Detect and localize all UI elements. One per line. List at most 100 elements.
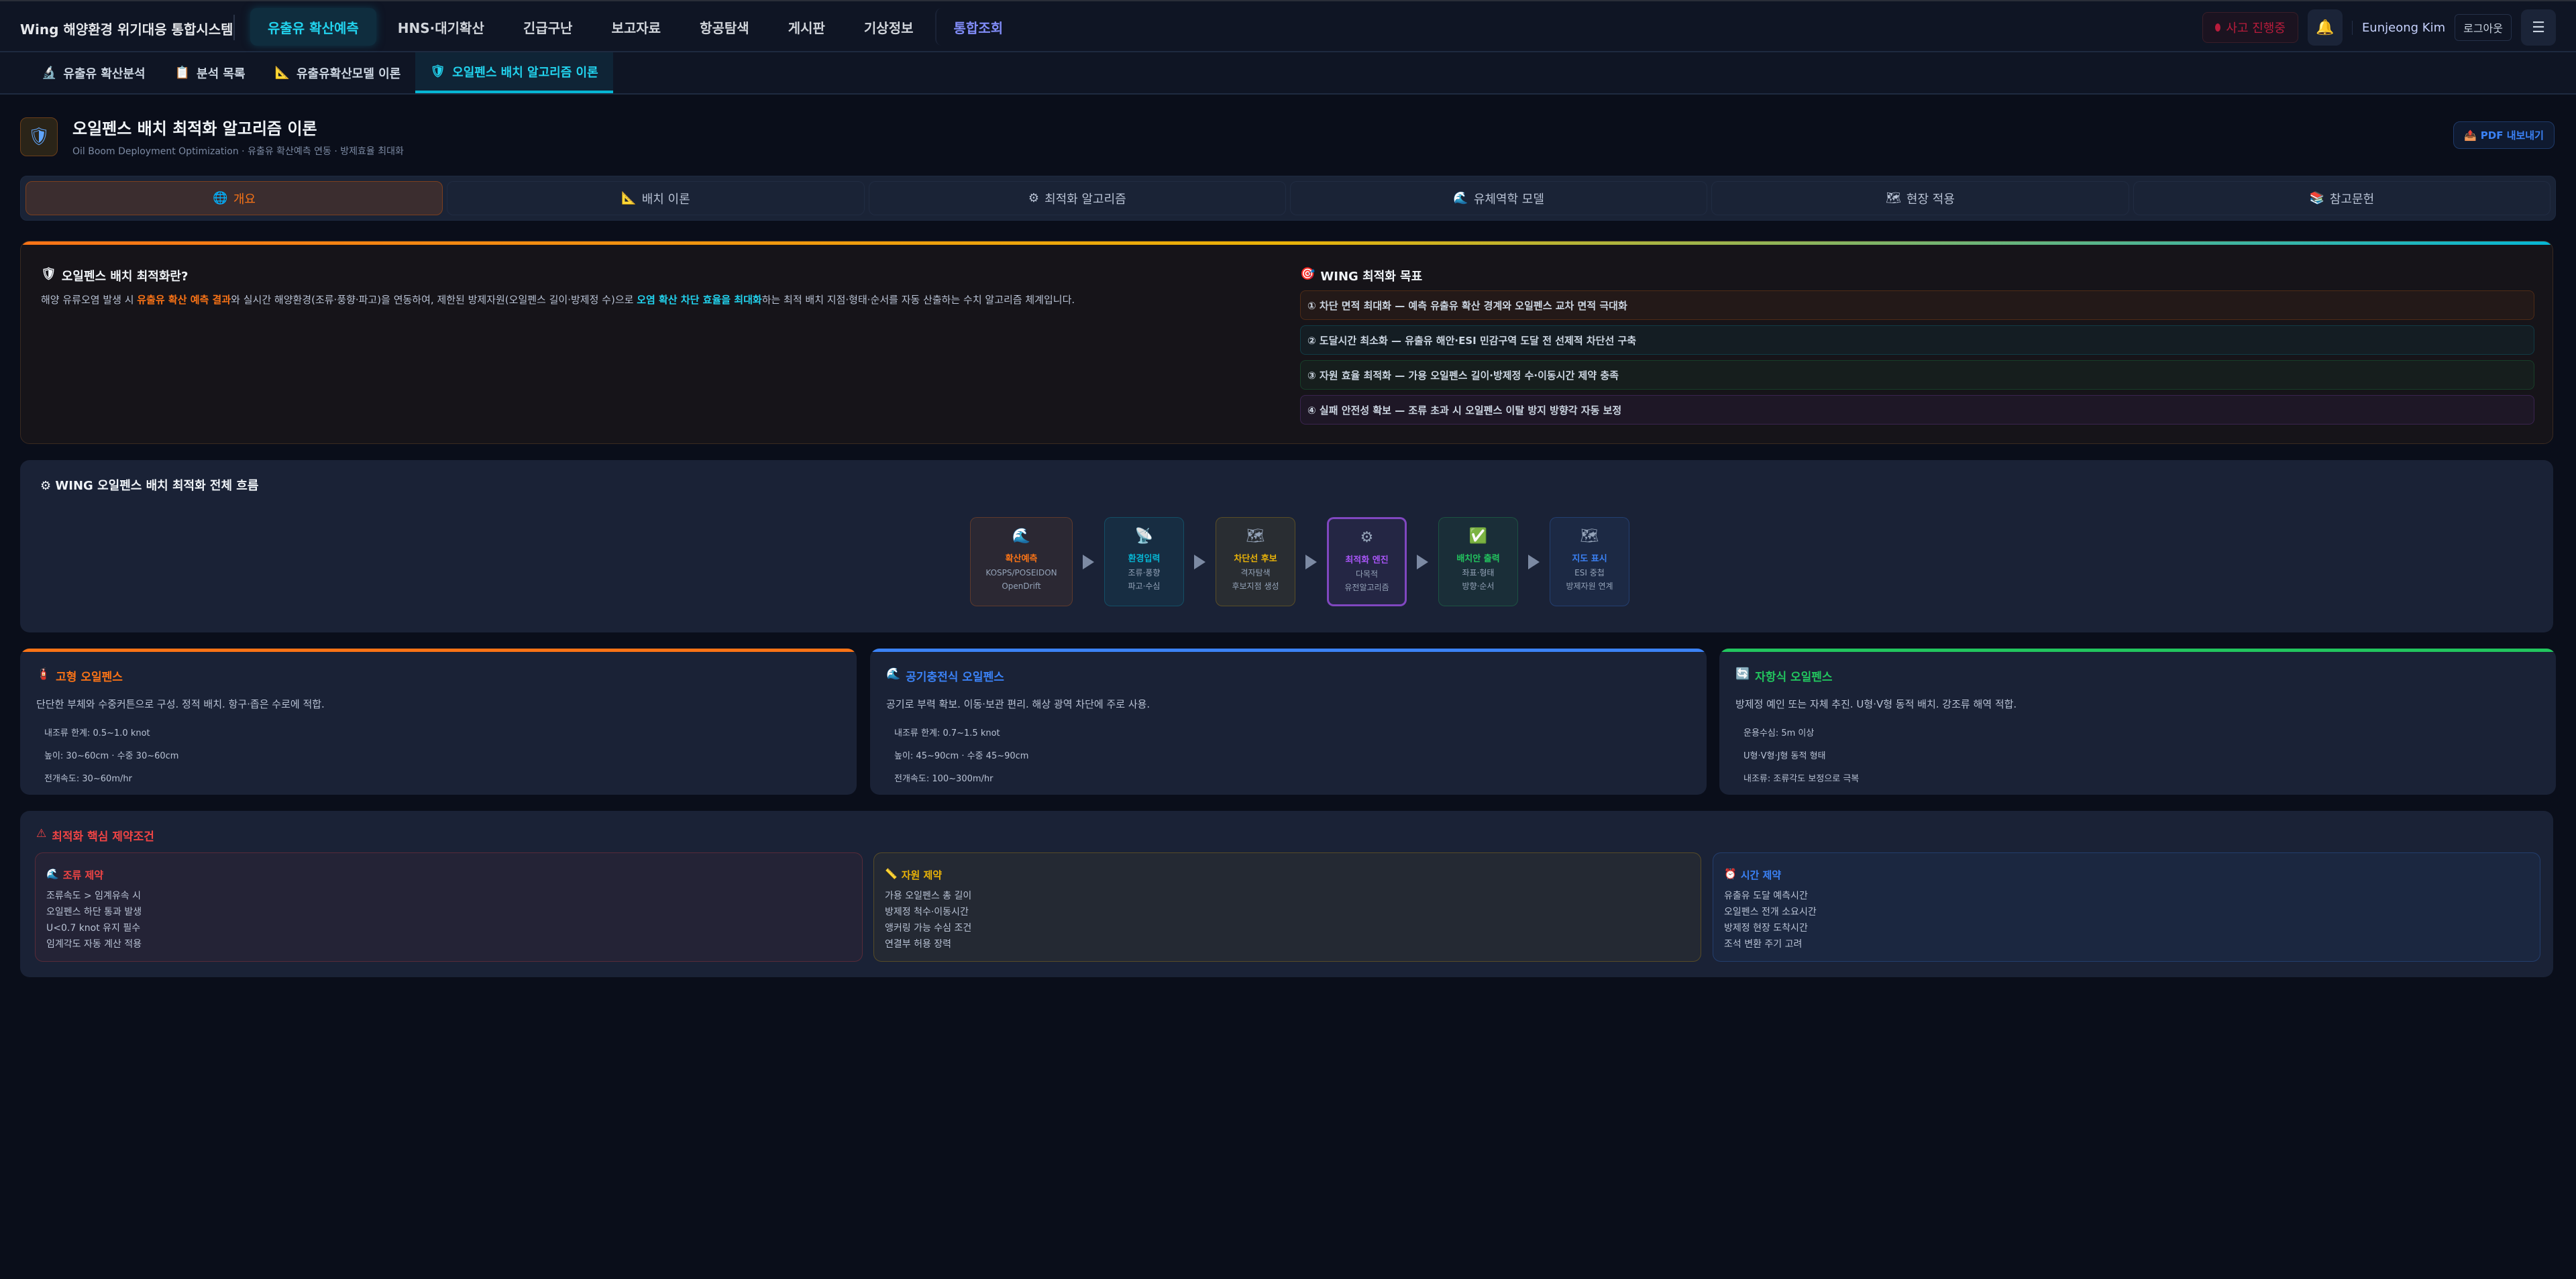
goal-item: ① 차단 면적 최대화 — 예측 유출유 확산 경계와 오일펜스 교차 면적 극…: [1300, 290, 2534, 320]
step-title: 배치안 출력: [1456, 554, 1500, 564]
tab-label: 개요: [233, 192, 256, 207]
subnav-label: 분석 목록: [197, 66, 246, 81]
status-dot-icon: [2215, 23, 2221, 32]
step-line: 후보지점 생성: [1232, 581, 1279, 591]
constraint-item: 방제정 현장 도착시간: [1724, 923, 1808, 934]
spec-item: 높이: 30~60cm · 수중 30~60cm: [44, 751, 179, 761]
subnav-icon: 🛡: [430, 64, 446, 78]
incident-status-button[interactable]: 사고 진행중: [2202, 12, 2298, 43]
nav-item[interactable]: 보고자료: [611, 19, 661, 36]
logout-button[interactable]: 로그아웃: [2455, 14, 2512, 41]
gradient-bar: [21, 241, 2553, 245]
tab[interactable]: 🗺 현장 적용: [1711, 181, 2129, 215]
boom-icon: 🌊: [886, 667, 901, 681]
tab[interactable]: 📐 배치 이론: [447, 181, 865, 215]
nav-item[interactable]: 항공탐색: [700, 19, 749, 36]
accent-bar: [870, 649, 1707, 652]
tab-icon: ⚙: [1028, 191, 1040, 205]
step-line: 유전알고리즘: [1344, 583, 1389, 592]
hamburger-icon[interactable]: ☰: [2521, 9, 2556, 46]
constraints-card: ⚠ 최적화 핵심 제약조건 🌊 조류 제약 조류속도 > 임계유속 시 오일펜스 하단 …: [20, 811, 2553, 977]
boom-title-text: 고형 오일펜스: [56, 671, 123, 684]
boom-title: 🔄 자항식 오일펜스: [1735, 667, 1833, 684]
flow-step: ✅ 배치안 출력 좌표·형태 방향·순서: [1438, 517, 1518, 606]
nav-item[interactable]: 기상정보: [863, 19, 914, 36]
constraint-icon: ⏰: [1724, 868, 1737, 880]
subnav-item[interactable]: 📋 분석 목록: [160, 52, 260, 93]
tab-label: 유체역학 모델: [1473, 192, 1544, 207]
constraint-box: 🌊 조류 제약 조류속도 > 임계유속 시 오일펜스 하단 통과 발생 U<0.7 kn…: [35, 852, 863, 962]
subnav-label: 유출유 확산분석: [63, 66, 146, 81]
spec-item: 내조류 한계: 0.7~1.5 knot: [894, 728, 1000, 738]
tab[interactable]: 🌐 개요: [25, 181, 443, 215]
constraint-title: 🌊 조류 제약: [46, 868, 103, 882]
goals-heading: 🎯 WING 최적화 목표: [1300, 267, 1423, 284]
constraint-item: 조석 변환 주기 고려: [1724, 939, 1803, 950]
subnav-item[interactable]: 🔬 유출유 확산분석: [27, 52, 160, 93]
step-line: 다목적: [1355, 569, 1379, 579]
constraint-icon: 📏: [885, 868, 898, 880]
arrow-right-icon: [1417, 554, 1428, 569]
page-title: 오일펜스 배치 최적화 알고리즘 이론: [72, 119, 317, 138]
tab-icon: 🌐: [213, 191, 228, 205]
main-nav: 유출유 확산예측 HNS·대기확산 긴급구난 보고자료 항공탐색 게시판 기상정보 통합조회: [250, 8, 1020, 46]
spec-item: U형·V형·J형 동적 형태: [1743, 751, 1826, 761]
constraint-item: 앵커링 가능 수심 조건: [885, 923, 972, 934]
flow-step: ⚙ 최적화 엔진 다목적 유전알고리즘: [1327, 517, 1407, 606]
step-title: 차단선 후보: [1234, 554, 1277, 564]
constraint-title-text: 시간 제약: [1740, 869, 1782, 881]
nav-item[interactable]: 유출유 확산예측: [250, 8, 376, 46]
subnav-item[interactable]: 🛡 오일펜스 배치 알고리즘 이론: [415, 52, 613, 93]
tab-label: 현장 적용: [1906, 192, 1955, 207]
spec-item: 전개속도: 100~300m/hr: [894, 774, 994, 784]
goal-item: ③ 자원 효율 최적화 — 가용 오일펜스 길이·방제정 수·이동시간 제약 충…: [1300, 360, 2534, 390]
spec-item: 전개속도: 30~60m/hr: [44, 774, 132, 784]
arrow-right-icon: [1528, 554, 1540, 569]
app-logo[interactable]: Wing 해양환경 위기대응 통합시스템: [20, 21, 233, 38]
step-icon: ⚙: [1360, 529, 1374, 546]
tab-label: 배치 이론: [641, 192, 690, 207]
nav-item[interactable]: 통합조회: [934, 8, 1021, 46]
accent-bar: [1719, 649, 2556, 652]
overview-card: 🛡 오일펜스 배치 최적화란? 해양 유류오염 발생 시 유출유 확산 예측 결과…: [20, 241, 2553, 444]
arrow-right-icon: [1194, 554, 1205, 569]
subnav-icon: 🔬: [42, 66, 57, 80]
subnav-item[interactable]: 📐 유출유확산모델 이론: [260, 52, 416, 93]
gear-icon: ⚙: [40, 479, 52, 493]
spec-list: 내조류 한계: 0.5~1.0 knot 높이: 30~60cm · 수중 30~…: [44, 722, 178, 791]
boom-type-card: 🌊 공기충전식 오일펜스 공기로 부력 확보. 이동·보관 편리. 해상 광역 차단…: [870, 649, 1707, 795]
step-line: OpenDrift: [1002, 581, 1041, 591]
step-icon: ✅: [1468, 528, 1488, 545]
tab-icon: 📚: [2309, 191, 2324, 205]
tab[interactable]: 📚 참고문헌: [2133, 181, 2551, 215]
constraint-item: 가용 오일펜스 총 길이: [885, 891, 972, 901]
nav-item[interactable]: HNS·대기확산: [397, 19, 484, 36]
step-line: 좌표·형태: [1462, 568, 1495, 577]
constraint-title: 📏 자원 제약: [885, 868, 942, 882]
tab[interactable]: 🌊 유체역학 모델: [1289, 181, 1708, 215]
user-name: Eunjeong Kim: [2351, 20, 2445, 35]
constraint-item: 유출유 도달 예측시간: [1724, 891, 1808, 901]
spec-item: 내조류 한계: 0.5~1.0 knot: [44, 728, 150, 738]
step-icon: 🗺: [1246, 528, 1265, 545]
nav-item[interactable]: 게시판: [788, 19, 825, 36]
spec-item: 높이: 45~90cm · 수중 45~90cm: [894, 751, 1029, 761]
step-title: 지도 표시: [1572, 554, 1607, 564]
constraint-title-text: 조류 제약: [62, 869, 104, 881]
bell-icon[interactable]: 🔔: [2307, 9, 2343, 46]
tab[interactable]: ⚙ 최적화 알고리즘: [868, 181, 1286, 215]
constraint-icon: 🌊: [46, 868, 59, 880]
pdf-export-button[interactable]: 📤 PDF 내보내기: [2453, 121, 2555, 149]
constraint-item: 조류속도 > 임계유속 시: [46, 891, 142, 901]
overview-heading: 🛡 오일펜스 배치 최적화란?: [41, 267, 189, 284]
incident-label: 사고 진행중: [2226, 21, 2286, 36]
constraint-title-text: 자원 제약: [901, 869, 943, 881]
subnav-label: 유출유확산모델 이론: [296, 66, 401, 81]
tab-label: 참고문헌: [2329, 192, 2375, 207]
boom-desc: 단단한 부체와 수중커튼으로 구성. 정적 배치. 항구·좁은 수로에 적합.: [36, 698, 325, 710]
goals-list: ① 차단 면적 최대화 — 예측 유출유 확산 경계와 오일펜스 교차 면적 극…: [1300, 290, 2534, 425]
boom-title-text: 공기충전식 오일펜스: [906, 671, 1004, 684]
spec-item: 운용수심: 5m 이상: [1743, 728, 1815, 738]
nav-item[interactable]: 긴급구난: [523, 19, 573, 36]
overview-paragraph: 해양 유류오염 발생 시 유출유 확산 예측 결과와 실시간 해양환경(조류·풍…: [41, 294, 1075, 306]
